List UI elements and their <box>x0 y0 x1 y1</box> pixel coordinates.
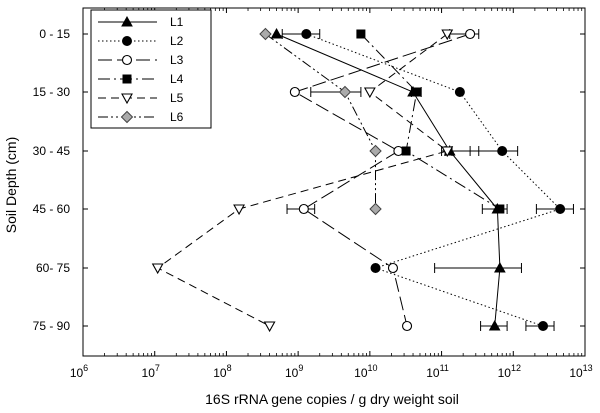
y-tick-label: 30 - 45 <box>33 144 71 158</box>
y-tick-label: 15 - 30 <box>33 85 71 99</box>
data-point-L5 <box>233 204 245 216</box>
data-point-L3 <box>393 145 404 157</box>
legend-marker <box>121 54 133 66</box>
series-line-L2 <box>306 33 562 327</box>
data-point-L3 <box>289 86 300 98</box>
series-L2 <box>281 29 574 331</box>
legend-marker <box>121 15 133 27</box>
y-tick-label: 0 - 15 <box>39 27 70 41</box>
data-point-L3 <box>401 320 413 332</box>
legend-label: L2 <box>170 34 184 48</box>
series-L6 <box>259 27 382 216</box>
series-layer <box>151 27 574 333</box>
series-L5 <box>151 29 454 333</box>
legend-item-L2: L2 <box>98 34 184 48</box>
legend-marker <box>120 110 134 124</box>
series-line-L5 <box>156 33 449 327</box>
data-point-L1 <box>488 319 501 331</box>
series-line-L4 <box>360 33 501 210</box>
y-tick-label: 60- 75 <box>36 261 70 275</box>
data-point-L2 <box>538 321 549 331</box>
x-tick-label: 106 <box>70 363 88 380</box>
legend-item-L5: L5 <box>98 91 184 105</box>
plot-area <box>82 7 586 357</box>
legend-item-L6: L6 <box>98 110 184 124</box>
series-line-L6 <box>265 33 376 209</box>
data-point-L4 <box>495 204 505 214</box>
data-point-L3 <box>298 203 309 215</box>
x-tick-label: 108 <box>213 363 231 380</box>
x-tick-label: 1011 <box>426 363 449 380</box>
x-tick-label: 1010 <box>354 363 377 380</box>
y-axis: 0 - 15 15 - 30 30 - 45 45 - 60 60- 75 75 - 90 <box>33 27 585 333</box>
data-point-L6 <box>369 144 382 158</box>
legend-label: L5 <box>170 91 184 105</box>
data-point-L4 <box>412 87 422 97</box>
plot-frame <box>82 7 586 357</box>
data-point-L6 <box>369 202 382 216</box>
data-point-L2 <box>555 204 566 214</box>
data-point-L3 <box>387 262 399 274</box>
data-point-L6 <box>338 85 352 99</box>
data-point-L2 <box>497 146 508 156</box>
legend-marker <box>121 93 133 105</box>
series-line-L3 <box>293 33 471 327</box>
data-point-L5 <box>441 146 454 158</box>
x-tick-label: 109 <box>285 363 303 380</box>
data-point-L1 <box>270 27 283 39</box>
x-tick-label: 107 <box>142 363 160 380</box>
legend-label: L1 <box>170 15 184 29</box>
y-axis-label: Soil Depth (cm) <box>3 137 19 233</box>
legend-item-L1: L1 <box>98 15 184 29</box>
x-tick-label: 1012 <box>498 363 521 380</box>
data-point-L1 <box>494 261 506 273</box>
legend-item-L4: L4 <box>98 72 184 86</box>
y-tick-label: 45 - 60 <box>33 202 71 216</box>
legend-label: L3 <box>170 53 184 67</box>
legend: L1 L2 L3 L4 L5 L6 <box>90 9 212 129</box>
data-point-L5 <box>263 321 276 333</box>
x-tick-label: 1013 <box>569 363 592 380</box>
legend-item-L3: L3 <box>98 53 184 67</box>
data-point-L3 <box>465 28 476 40</box>
legend-box <box>90 9 212 129</box>
data-point-L4 <box>401 146 411 156</box>
data-point-L2 <box>301 29 312 39</box>
legend-marker <box>122 36 132 46</box>
y-tick-label: 75 - 90 <box>33 319 71 333</box>
data-point-L2 <box>370 263 381 273</box>
legend-marker <box>122 74 132 84</box>
legend-label: L6 <box>170 110 184 124</box>
series-L3 <box>286 28 480 332</box>
data-point-L2 <box>454 87 465 97</box>
data-point-L5 <box>151 263 164 275</box>
data-point-L4 <box>356 29 366 39</box>
data-point-L5 <box>363 87 376 99</box>
legend-label: L4 <box>170 72 184 86</box>
data-point-L5 <box>441 29 454 41</box>
series-line-L1 <box>276 33 501 327</box>
data-point-L6 <box>259 27 272 41</box>
x-axis-label: 16S rRNA gene copies / g dry weight soil <box>205 391 459 407</box>
series-L4 <box>356 29 505 214</box>
